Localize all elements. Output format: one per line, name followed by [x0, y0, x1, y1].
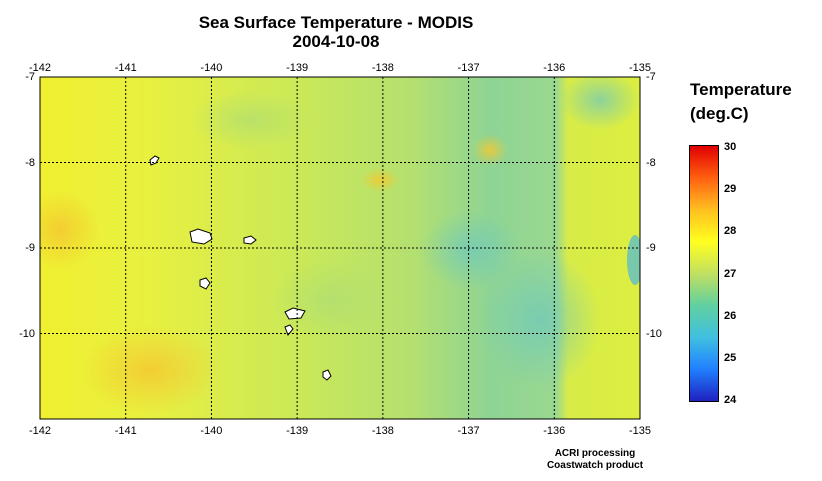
colorbar-tick-label: 28: [724, 225, 737, 238]
lat-tick-label-right: -7: [646, 71, 656, 83]
colorbar-units: (deg.C): [690, 104, 749, 123]
lon-tick-label-top: -139: [286, 62, 309, 74]
lon-tick-label-bottom: -137: [457, 425, 480, 437]
island: [322, 369, 332, 381]
lon-tick-label-top: -142: [28, 62, 52, 74]
lat-tick-label-right: -9: [646, 242, 656, 254]
islands: [149, 155, 332, 381]
lat-tick-label-left: -10: [19, 327, 35, 340]
lat-tick-label-right: -10: [646, 327, 662, 340]
colorbar-tick-label: 24: [724, 394, 737, 406]
lon-tick-label-top: -136: [543, 62, 566, 74]
colorbar-tick-label: 27: [724, 267, 737, 280]
colorbar-tick-label: 30: [724, 141, 737, 153]
lon-tick-label-bottom: -135: [628, 425, 652, 437]
map-frame: [39, 76, 641, 420]
island: [284, 324, 294, 336]
island: [199, 277, 211, 290]
title-text: Sea Surface Temperature - MODIS: [198, 13, 474, 32]
lon-tick-label-top: -141: [114, 62, 137, 74]
colorbar-tick-label: 25: [724, 351, 737, 364]
sst-field: [40, 77, 640, 419]
credit-processing: ACRI processing: [554, 448, 636, 459]
lon-tick-label-bottom: -142: [28, 425, 52, 437]
colorbar-title: Temperature: [690, 80, 792, 99]
credit-product: Coastwatch product: [546, 460, 644, 471]
lat-tick-label-left: -8: [25, 156, 35, 169]
colorbar-tick-label: 29: [724, 183, 737, 196]
lon-tick-label-top: -135: [628, 62, 652, 74]
colorbar-tick-label: 26: [724, 309, 737, 322]
lat-tick-label-right: -8: [646, 156, 656, 169]
lon-tick-label-top: -140: [200, 62, 223, 74]
lat-tick-label-left: -7: [25, 71, 35, 83]
lon-tick-label-bottom: -139: [286, 425, 309, 437]
lon-tick-label-bottom: -138: [371, 425, 394, 437]
date-text: 2004-10-08: [292, 32, 380, 51]
lon-tick-label-bottom: -140: [200, 425, 223, 437]
island: [284, 307, 306, 320]
lat-tick-label-left: -9: [25, 242, 35, 254]
island: [189, 228, 213, 245]
lon-tick-label-top: -138: [371, 62, 394, 74]
graticule: [40, 77, 640, 419]
colorbar: [689, 145, 719, 402]
lon-tick-label-bottom: -136: [543, 425, 566, 437]
lon-tick-label-bottom: -141: [114, 425, 137, 437]
lon-tick-label-top: -137: [457, 62, 480, 74]
island: [243, 235, 257, 245]
